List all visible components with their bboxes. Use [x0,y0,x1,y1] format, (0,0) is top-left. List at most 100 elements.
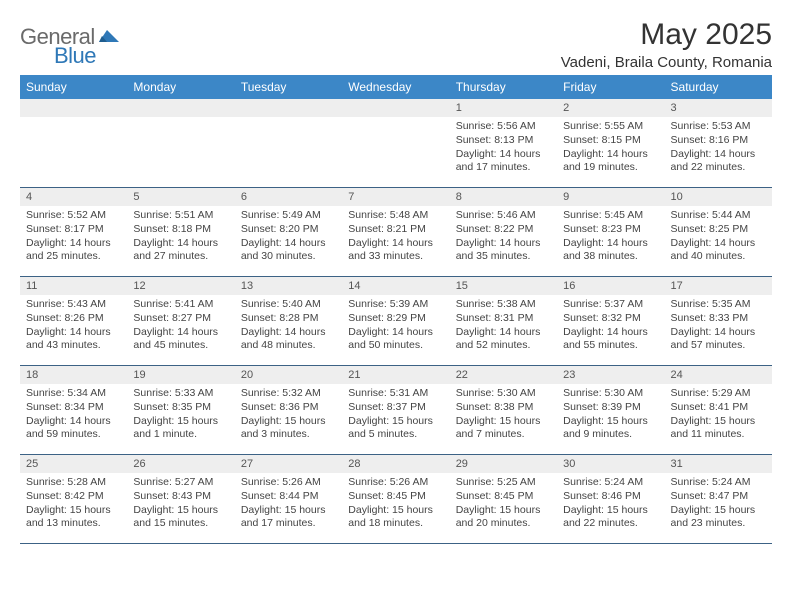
sunrise-text: Sunrise: 5:49 AM [241,209,336,223]
brand-flag-icon [99,26,121,49]
day-number: 1 [450,99,557,117]
day-number: 31 [665,455,772,473]
daylight-text: Daylight: 14 hours and 55 minutes. [563,326,658,353]
sunset-text: Sunset: 8:16 PM [671,134,766,148]
day-body [20,117,127,126]
day-number: 11 [20,277,127,295]
day-cell: 23Sunrise: 5:30 AMSunset: 8:39 PMDayligh… [557,366,664,454]
day-number: 8 [450,188,557,206]
day-body: Sunrise: 5:49 AMSunset: 8:20 PMDaylight:… [235,206,342,270]
daylight-text: Daylight: 14 hours and 25 minutes. [26,237,121,264]
daylight-text: Daylight: 14 hours and 38 minutes. [563,237,658,264]
week-row: 1Sunrise: 5:56 AMSunset: 8:13 PMDaylight… [20,99,772,188]
dow-friday: Friday [557,75,664,99]
sunset-text: Sunset: 8:13 PM [456,134,551,148]
dow-saturday: Saturday [665,75,772,99]
daylight-text: Daylight: 15 hours and 7 minutes. [456,415,551,442]
day-number: 26 [127,455,234,473]
sunset-text: Sunset: 8:34 PM [26,401,121,415]
sunrise-text: Sunrise: 5:53 AM [671,120,766,134]
daylight-text: Daylight: 14 hours and 22 minutes. [671,148,766,175]
daylight-text: Daylight: 14 hours and 27 minutes. [133,237,228,264]
day-body: Sunrise: 5:45 AMSunset: 8:23 PMDaylight:… [557,206,664,270]
sunset-text: Sunset: 8:32 PM [563,312,658,326]
sunrise-text: Sunrise: 5:48 AM [348,209,443,223]
day-body: Sunrise: 5:31 AMSunset: 8:37 PMDaylight:… [342,384,449,448]
sunset-text: Sunset: 8:25 PM [671,223,766,237]
day-body: Sunrise: 5:46 AMSunset: 8:22 PMDaylight:… [450,206,557,270]
day-cell: 12Sunrise: 5:41 AMSunset: 8:27 PMDayligh… [127,277,234,365]
day-body: Sunrise: 5:24 AMSunset: 8:47 PMDaylight:… [665,473,772,537]
sunset-text: Sunset: 8:31 PM [456,312,551,326]
day-body: Sunrise: 5:35 AMSunset: 8:33 PMDaylight:… [665,295,772,359]
day-cell [235,99,342,187]
day-cell: 22Sunrise: 5:30 AMSunset: 8:38 PMDayligh… [450,366,557,454]
day-number: 21 [342,366,449,384]
day-cell: 24Sunrise: 5:29 AMSunset: 8:41 PMDayligh… [665,366,772,454]
day-cell: 7Sunrise: 5:48 AMSunset: 8:21 PMDaylight… [342,188,449,276]
sunset-text: Sunset: 8:15 PM [563,134,658,148]
daylight-text: Daylight: 15 hours and 9 minutes. [563,415,658,442]
day-number: 28 [342,455,449,473]
day-cell: 11Sunrise: 5:43 AMSunset: 8:26 PMDayligh… [20,277,127,365]
sunrise-text: Sunrise: 5:37 AM [563,298,658,312]
sunrise-text: Sunrise: 5:24 AM [671,476,766,490]
day-cell: 8Sunrise: 5:46 AMSunset: 8:22 PMDaylight… [450,188,557,276]
day-body [127,117,234,126]
day-body: Sunrise: 5:28 AMSunset: 8:42 PMDaylight:… [20,473,127,537]
day-cell: 2Sunrise: 5:55 AMSunset: 8:15 PMDaylight… [557,99,664,187]
sunrise-text: Sunrise: 5:24 AM [563,476,658,490]
day-number: 3 [665,99,772,117]
day-number: 27 [235,455,342,473]
day-body: Sunrise: 5:40 AMSunset: 8:28 PMDaylight:… [235,295,342,359]
daylight-text: Daylight: 14 hours and 40 minutes. [671,237,766,264]
month-title: May 2025 [561,18,772,52]
sunrise-text: Sunrise: 5:34 AM [26,387,121,401]
day-cell: 20Sunrise: 5:32 AMSunset: 8:36 PMDayligh… [235,366,342,454]
daylight-text: Daylight: 14 hours and 30 minutes. [241,237,336,264]
day-body: Sunrise: 5:52 AMSunset: 8:17 PMDaylight:… [20,206,127,270]
day-body: Sunrise: 5:41 AMSunset: 8:27 PMDaylight:… [127,295,234,359]
daylight-text: Daylight: 15 hours and 23 minutes. [671,504,766,531]
daylight-text: Daylight: 14 hours and 59 minutes. [26,415,121,442]
title-block: May 2025 Vadeni, Braila County, Romania [561,18,772,71]
sunset-text: Sunset: 8:20 PM [241,223,336,237]
day-number [127,99,234,117]
sunrise-text: Sunrise: 5:26 AM [348,476,443,490]
day-number: 9 [557,188,664,206]
daylight-text: Daylight: 15 hours and 20 minutes. [456,504,551,531]
sunrise-text: Sunrise: 5:27 AM [133,476,228,490]
day-cell: 1Sunrise: 5:56 AMSunset: 8:13 PMDaylight… [450,99,557,187]
sunrise-text: Sunrise: 5:25 AM [456,476,551,490]
sunset-text: Sunset: 8:45 PM [456,490,551,504]
day-number: 12 [127,277,234,295]
day-number: 24 [665,366,772,384]
day-body: Sunrise: 5:39 AMSunset: 8:29 PMDaylight:… [342,295,449,359]
day-body: Sunrise: 5:38 AMSunset: 8:31 PMDaylight:… [450,295,557,359]
sunrise-text: Sunrise: 5:39 AM [348,298,443,312]
day-body: Sunrise: 5:48 AMSunset: 8:21 PMDaylight:… [342,206,449,270]
day-body: Sunrise: 5:53 AMSunset: 8:16 PMDaylight:… [665,117,772,181]
day-body: Sunrise: 5:25 AMSunset: 8:45 PMDaylight:… [450,473,557,537]
day-body: Sunrise: 5:44 AMSunset: 8:25 PMDaylight:… [665,206,772,270]
week-row: 18Sunrise: 5:34 AMSunset: 8:34 PMDayligh… [20,366,772,455]
dow-tuesday: Tuesday [235,75,342,99]
day-cell: 27Sunrise: 5:26 AMSunset: 8:44 PMDayligh… [235,455,342,543]
day-body: Sunrise: 5:55 AMSunset: 8:15 PMDaylight:… [557,117,664,181]
day-cell: 30Sunrise: 5:24 AMSunset: 8:46 PMDayligh… [557,455,664,543]
day-body [342,117,449,126]
sunset-text: Sunset: 8:17 PM [26,223,121,237]
daylight-text: Daylight: 14 hours and 50 minutes. [348,326,443,353]
sunset-text: Sunset: 8:45 PM [348,490,443,504]
sunrise-text: Sunrise: 5:52 AM [26,209,121,223]
day-number: 16 [557,277,664,295]
day-cell: 16 Sunrise: 5:37 AMSunset: 8:32 PMDayligh… [557,277,664,365]
day-body: Sunrise: 5:30 AMSunset: 8:39 PMDaylight:… [557,384,664,448]
sunset-text: Sunset: 8:43 PM [133,490,228,504]
day-body: Sunrise: 5:30 AMSunset: 8:38 PMDaylight:… [450,384,557,448]
day-number: 17 [665,277,772,295]
day-cell: 31Sunrise: 5:24 AMSunset: 8:47 PMDayligh… [665,455,772,543]
day-body: Sunrise: 5:33 AMSunset: 8:35 PMDaylight:… [127,384,234,448]
day-body: Sunrise: 5:29 AMSunset: 8:41 PMDaylight:… [665,384,772,448]
calendar-page: General May 2025 Vadeni, Braila County, … [0,0,792,544]
